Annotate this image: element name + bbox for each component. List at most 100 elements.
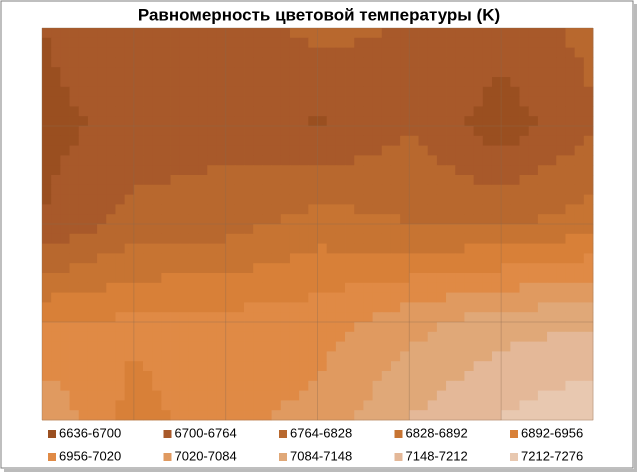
contour-cell [289,67,300,78]
contour-cell [418,135,429,146]
legend-label: 6892-6956 [521,425,583,440]
contour-cell [574,351,585,362]
contour-cell [69,67,80,78]
contour-cell [491,410,502,421]
contour-cell [537,410,548,421]
contour-cell [69,410,80,421]
contour-cell [133,77,144,88]
contour-cell [381,400,392,411]
contour-cell [188,400,199,411]
contour-cell [271,410,282,421]
contour-cell [87,47,98,58]
contour-cell [556,224,566,235]
contour-cell [244,253,254,264]
contour-cell [207,106,217,117]
contour-cell [216,47,227,58]
contour-cell [556,341,566,352]
contour-cell [427,28,438,39]
contour-cell [280,380,291,391]
contour-cell [271,194,282,205]
contour-cell [289,263,300,274]
contour-cell [207,155,217,166]
contour-cell [372,341,383,352]
contour-cell [335,400,346,411]
contour-cell [198,302,208,313]
contour-cell [51,390,61,401]
contour-cell [317,361,328,372]
contour-cell [354,322,364,333]
contour-cell [299,282,309,293]
contour-cell [335,351,346,362]
contour-cell [299,400,309,411]
contour-cell [124,263,135,274]
contour-cell [106,371,116,382]
contour-cell [427,351,438,362]
contour-cell [188,77,199,88]
legend-label: 6828-6892 [406,425,468,440]
contour-cell [253,410,263,421]
contour-cell [491,243,502,254]
contour-cell [188,351,199,362]
contour-cell [225,37,236,48]
contour-cell [78,67,89,78]
contour-cell [115,106,126,117]
contour-cell [491,361,502,372]
contour-cell [372,380,383,391]
contour-cell [133,233,144,244]
contour-cell [317,135,328,146]
contour-cell [42,126,52,137]
contour-cell [289,331,300,342]
contour-cell [335,57,346,68]
contour-cell [188,322,199,333]
contour-cell [482,77,493,88]
contour-cell [42,28,52,39]
contour-cell [436,67,447,78]
contour-cell [271,47,282,58]
contour-cell [556,57,566,68]
contour-cell [42,292,52,303]
contour-cell [179,302,190,313]
contour-cell [51,77,61,88]
contour-cell [143,282,153,293]
contour-cell [418,77,429,88]
contour-cell [42,214,52,225]
contour-cell [244,312,254,323]
contour-cell [335,302,346,313]
contour-cell [188,292,199,303]
contour-cell [188,37,199,48]
contour-cell [418,47,429,58]
contour-cell [574,77,585,88]
contour-cell [528,351,539,362]
contour-cell [124,135,135,146]
contour-cell [124,28,135,39]
contour-cell [326,302,337,313]
contour-cell [97,380,107,391]
contour-cell [528,28,539,39]
contour-cell [179,184,190,195]
contour-cell [308,47,318,58]
contour-cell [473,57,484,68]
contour-cell [372,351,383,362]
contour-cell [455,77,465,88]
contour-cell [528,126,539,137]
contour-cell [97,106,107,117]
contour-cell [253,135,263,146]
contour-cell [143,371,153,382]
contour-cell [106,86,116,97]
contour-cell [97,214,107,225]
contour-cell [537,47,548,58]
contour-cell [179,224,190,235]
contour-cell [115,165,126,176]
contour-cell [115,194,126,205]
contour-cell [583,282,594,293]
contour-cell [271,400,282,411]
contour-cell [271,28,282,39]
contour-cell [464,371,475,382]
contour-cell [354,361,364,372]
contour-cell [583,224,594,235]
contour-cell [179,204,190,215]
contour-cell [78,106,89,117]
contour-cell [528,116,539,127]
contour-cell [491,106,502,117]
contour-cell [537,341,548,352]
